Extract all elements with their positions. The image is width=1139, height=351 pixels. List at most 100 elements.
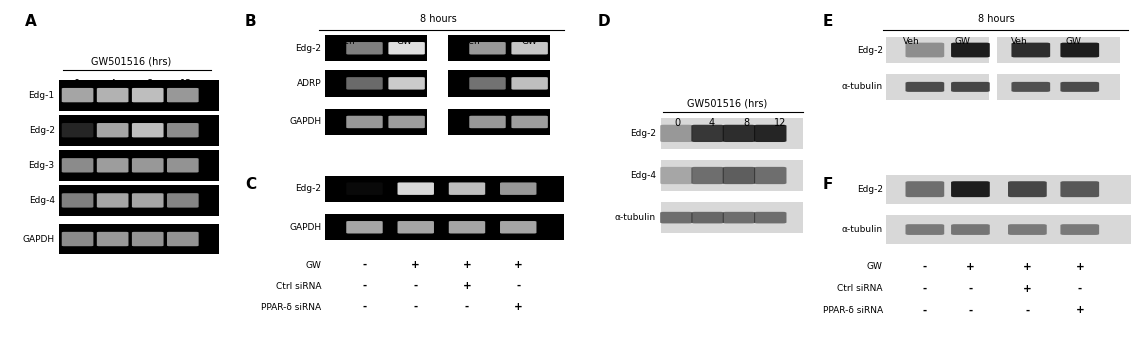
Text: -: - bbox=[1025, 305, 1030, 315]
Text: -: - bbox=[923, 305, 927, 315]
Text: PPAR-δ siRNA: PPAR-δ siRNA bbox=[261, 303, 321, 312]
Text: +: + bbox=[1023, 284, 1032, 293]
Text: -: - bbox=[362, 260, 367, 270]
FancyBboxPatch shape bbox=[661, 167, 693, 184]
Text: Veh: Veh bbox=[465, 37, 481, 46]
FancyBboxPatch shape bbox=[167, 88, 198, 102]
Text: E: E bbox=[822, 14, 833, 29]
Text: +: + bbox=[462, 281, 472, 291]
FancyBboxPatch shape bbox=[132, 193, 164, 207]
Text: 4: 4 bbox=[109, 79, 116, 89]
FancyBboxPatch shape bbox=[398, 183, 434, 195]
Text: GW501516 (hrs): GW501516 (hrs) bbox=[687, 98, 767, 108]
FancyBboxPatch shape bbox=[754, 125, 786, 142]
Text: D: D bbox=[598, 14, 611, 29]
Text: +: + bbox=[514, 260, 523, 270]
Bar bbox=[325, 176, 564, 202]
Text: Edg-2: Edg-2 bbox=[295, 44, 321, 53]
Text: Edg-2: Edg-2 bbox=[630, 129, 656, 138]
Text: B: B bbox=[245, 14, 256, 29]
FancyBboxPatch shape bbox=[691, 125, 724, 142]
FancyBboxPatch shape bbox=[388, 116, 425, 128]
Text: Edg-3: Edg-3 bbox=[28, 161, 55, 170]
FancyBboxPatch shape bbox=[97, 193, 129, 207]
FancyBboxPatch shape bbox=[661, 125, 693, 142]
Text: 8 hours: 8 hours bbox=[978, 14, 1015, 24]
Text: -: - bbox=[413, 302, 418, 312]
FancyBboxPatch shape bbox=[722, 125, 755, 142]
Text: 0: 0 bbox=[674, 118, 681, 127]
Text: Edg-4: Edg-4 bbox=[28, 196, 55, 205]
Text: +: + bbox=[514, 302, 523, 312]
FancyBboxPatch shape bbox=[1060, 82, 1099, 92]
FancyBboxPatch shape bbox=[1060, 42, 1099, 57]
Text: GAPDH: GAPDH bbox=[289, 118, 321, 126]
Text: +: + bbox=[1075, 305, 1084, 315]
Text: 4: 4 bbox=[708, 118, 715, 127]
Text: α-tubulin: α-tubulin bbox=[842, 82, 883, 91]
FancyBboxPatch shape bbox=[132, 123, 164, 137]
Text: -: - bbox=[923, 284, 927, 293]
Text: Veh: Veh bbox=[903, 37, 919, 46]
Text: +: + bbox=[462, 260, 472, 270]
Text: A: A bbox=[25, 14, 36, 29]
Text: GAPDH: GAPDH bbox=[23, 234, 55, 244]
Bar bbox=[59, 185, 219, 216]
Text: Edg-2: Edg-2 bbox=[28, 126, 55, 135]
FancyBboxPatch shape bbox=[951, 181, 990, 197]
FancyBboxPatch shape bbox=[62, 158, 93, 172]
FancyBboxPatch shape bbox=[167, 123, 198, 137]
Text: Edg-4: Edg-4 bbox=[630, 171, 656, 180]
FancyBboxPatch shape bbox=[906, 181, 944, 197]
Text: GW: GW bbox=[867, 262, 883, 271]
FancyBboxPatch shape bbox=[691, 212, 724, 223]
FancyBboxPatch shape bbox=[1060, 224, 1099, 235]
FancyBboxPatch shape bbox=[97, 123, 129, 137]
Text: +: + bbox=[411, 260, 420, 270]
FancyBboxPatch shape bbox=[97, 158, 129, 172]
Text: 8 hours: 8 hours bbox=[420, 14, 457, 24]
Text: -: - bbox=[923, 262, 927, 272]
FancyBboxPatch shape bbox=[167, 158, 198, 172]
FancyBboxPatch shape bbox=[346, 77, 383, 90]
FancyBboxPatch shape bbox=[398, 221, 434, 233]
FancyBboxPatch shape bbox=[754, 212, 786, 223]
Text: 12: 12 bbox=[775, 118, 786, 127]
FancyBboxPatch shape bbox=[167, 232, 198, 246]
Bar bbox=[448, 35, 550, 61]
FancyBboxPatch shape bbox=[511, 116, 548, 128]
Bar bbox=[997, 37, 1120, 63]
FancyBboxPatch shape bbox=[511, 77, 548, 90]
Bar bbox=[448, 109, 550, 135]
Bar bbox=[325, 70, 427, 97]
Bar bbox=[325, 109, 427, 135]
Text: Ctrl siRNA: Ctrl siRNA bbox=[837, 284, 883, 293]
Text: Ctrl siRNA: Ctrl siRNA bbox=[276, 282, 321, 291]
Text: PPAR-δ siRNA: PPAR-δ siRNA bbox=[822, 306, 883, 315]
FancyBboxPatch shape bbox=[754, 167, 786, 184]
FancyBboxPatch shape bbox=[388, 42, 425, 54]
Text: Veh: Veh bbox=[339, 37, 355, 46]
FancyBboxPatch shape bbox=[346, 42, 383, 54]
Bar bbox=[59, 115, 219, 146]
Text: 12: 12 bbox=[180, 79, 191, 89]
FancyBboxPatch shape bbox=[132, 232, 164, 246]
FancyBboxPatch shape bbox=[722, 212, 755, 223]
FancyBboxPatch shape bbox=[62, 88, 93, 102]
FancyBboxPatch shape bbox=[449, 183, 485, 195]
Bar bbox=[661, 160, 803, 191]
FancyBboxPatch shape bbox=[62, 232, 93, 246]
Text: +: + bbox=[1023, 262, 1032, 272]
FancyBboxPatch shape bbox=[449, 221, 485, 233]
Text: -: - bbox=[362, 302, 367, 312]
FancyBboxPatch shape bbox=[388, 77, 425, 90]
FancyBboxPatch shape bbox=[469, 116, 506, 128]
FancyBboxPatch shape bbox=[346, 116, 383, 128]
Text: α-tubulin: α-tubulin bbox=[842, 225, 883, 234]
Bar bbox=[997, 74, 1120, 100]
FancyBboxPatch shape bbox=[132, 158, 164, 172]
Text: -: - bbox=[516, 281, 521, 291]
Bar bbox=[448, 70, 550, 97]
Text: 8: 8 bbox=[146, 79, 153, 89]
Text: GW501516 (hrs): GW501516 (hrs) bbox=[91, 56, 171, 66]
